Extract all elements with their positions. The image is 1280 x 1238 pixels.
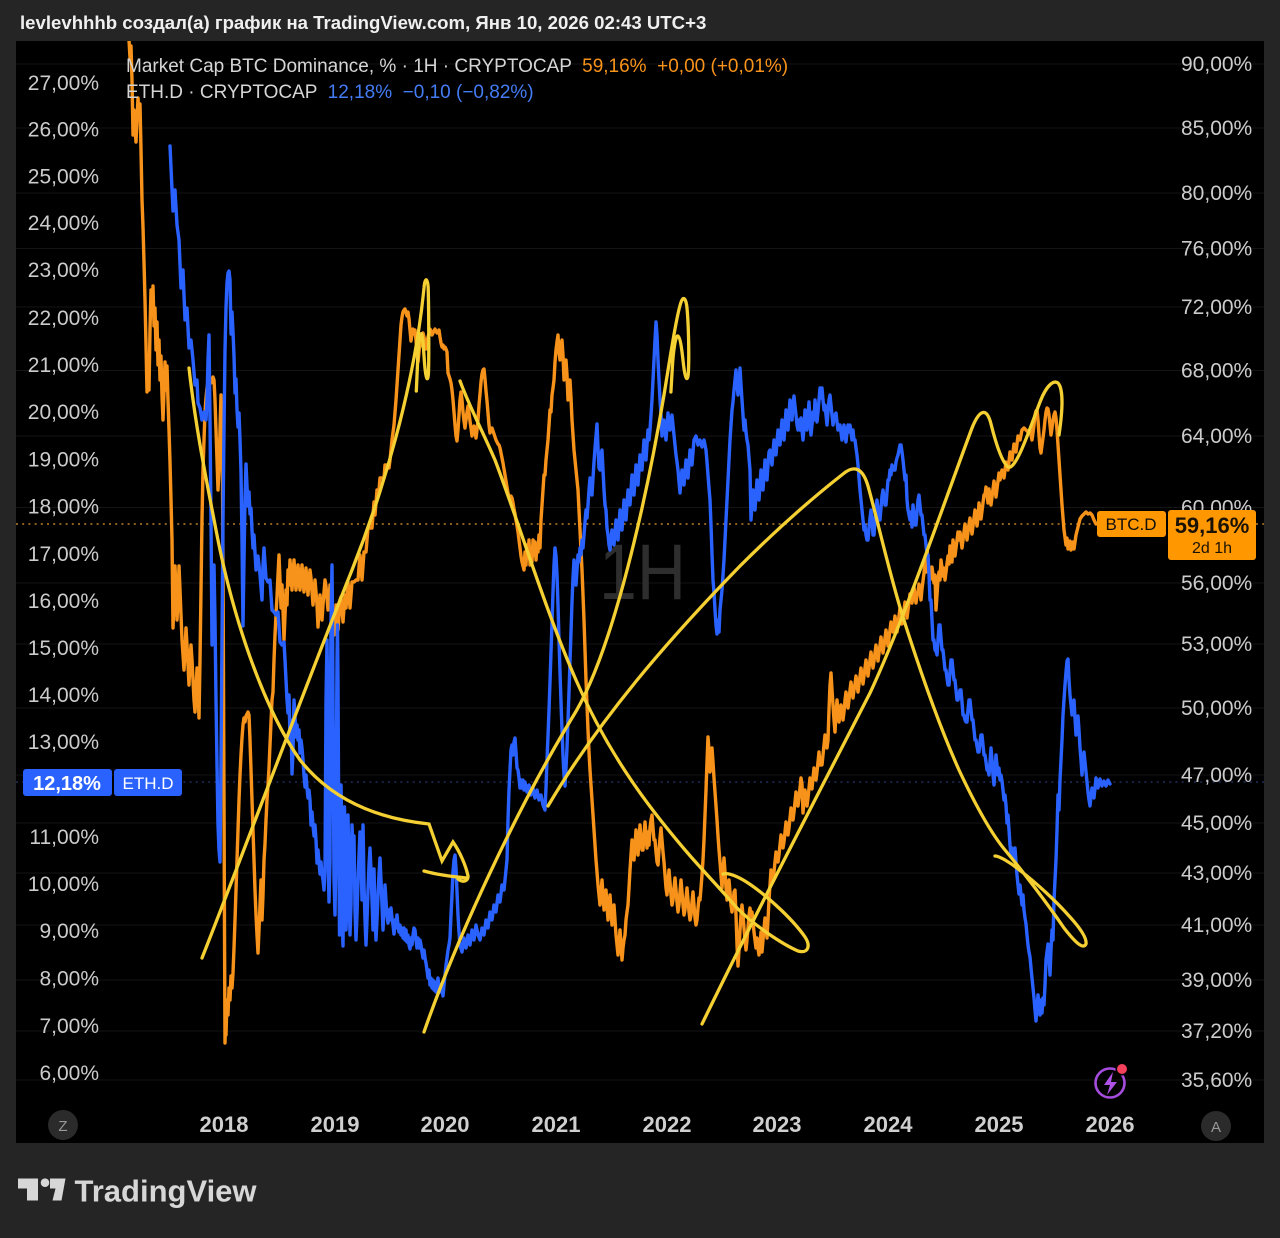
svg-text:ETH.D: ETH.D	[123, 774, 174, 793]
svg-text:2020: 2020	[421, 1112, 470, 1137]
svg-text:26,00%: 26,00%	[28, 119, 99, 142]
svg-text:17,00%: 17,00%	[28, 543, 99, 566]
svg-text:7,00%: 7,00%	[39, 1015, 99, 1038]
svg-text:2021: 2021	[532, 1112, 581, 1137]
svg-text:Z: Z	[58, 1118, 67, 1135]
svg-text:41,00%: 41,00%	[1181, 914, 1252, 937]
svg-text:24,00%: 24,00%	[28, 212, 99, 235]
svg-text:20,00%: 20,00%	[28, 401, 99, 424]
svg-text:76,00%: 76,00%	[1181, 238, 1252, 261]
svg-text:12,18%: 12,18%	[33, 773, 101, 795]
svg-text:18,00%: 18,00%	[28, 496, 99, 519]
svg-text:2026: 2026	[1086, 1112, 1135, 1137]
svg-text:2018: 2018	[200, 1112, 249, 1137]
svg-text:59,16%: 59,16%	[1175, 513, 1250, 538]
svg-text:27,00%: 27,00%	[28, 72, 99, 95]
svg-text:50,00%: 50,00%	[1181, 697, 1252, 720]
svg-text:43,00%: 43,00%	[1181, 862, 1252, 885]
svg-text:68,00%: 68,00%	[1181, 360, 1252, 383]
svg-text:2019: 2019	[311, 1112, 360, 1137]
svg-text:19,00%: 19,00%	[28, 449, 99, 472]
svg-text:90,00%: 90,00%	[1181, 53, 1252, 76]
svg-text:13,00%: 13,00%	[28, 731, 99, 754]
svg-text:80,00%: 80,00%	[1181, 182, 1252, 205]
svg-text:47,00%: 47,00%	[1181, 764, 1252, 787]
svg-text:23,00%: 23,00%	[28, 259, 99, 282]
svg-text:TradingView: TradingView	[74, 1178, 257, 1209]
svg-text:A: A	[1211, 1119, 1221, 1136]
svg-text:35,60%: 35,60%	[1181, 1069, 1252, 1092]
svg-text:22,00%: 22,00%	[28, 307, 99, 330]
svg-text:14,00%: 14,00%	[28, 684, 99, 707]
svg-text:64,00%: 64,00%	[1181, 425, 1252, 448]
svg-text:9,00%: 9,00%	[39, 920, 99, 943]
svg-text:37,20%: 37,20%	[1181, 1020, 1252, 1043]
svg-text:BTC.D: BTC.D	[1106, 515, 1157, 534]
svg-text:45,00%: 45,00%	[1181, 812, 1252, 835]
svg-text:25,00%: 25,00%	[28, 166, 99, 189]
svg-text:8,00%: 8,00%	[39, 968, 99, 991]
svg-text:15,00%: 15,00%	[28, 637, 99, 660]
svg-text:2023: 2023	[753, 1112, 802, 1137]
svg-text:85,00%: 85,00%	[1181, 117, 1252, 140]
svg-text:21,00%: 21,00%	[28, 354, 99, 377]
svg-text:6,00%: 6,00%	[39, 1062, 99, 1085]
svg-text:56,00%: 56,00%	[1181, 572, 1252, 595]
svg-text:2d 1h: 2d 1h	[1192, 540, 1232, 557]
svg-text:72,00%: 72,00%	[1181, 296, 1252, 319]
svg-text:2022: 2022	[643, 1112, 692, 1137]
svg-text:2024: 2024	[864, 1112, 914, 1137]
svg-text:53,00%: 53,00%	[1181, 633, 1252, 656]
svg-text:16,00%: 16,00%	[28, 590, 99, 613]
svg-text:2025: 2025	[975, 1112, 1024, 1137]
svg-text:10,00%: 10,00%	[28, 873, 99, 896]
svg-text:11,00%: 11,00%	[29, 826, 99, 849]
svg-text:39,00%: 39,00%	[1181, 969, 1252, 992]
